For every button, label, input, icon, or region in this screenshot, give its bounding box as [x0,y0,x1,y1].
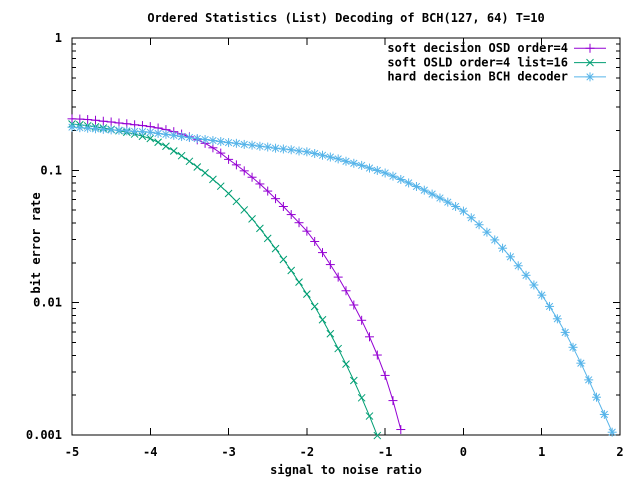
x-tick-label: 1 [538,445,545,459]
x-axis-label: signal to noise ratio [270,463,422,477]
y-tick-label: 0.001 [26,428,62,442]
legend-label-bch: hard decision BCH decoder [387,70,568,84]
x-tick-label: 2 [616,445,623,459]
data-series [67,114,617,440]
y-tick-label: 0.1 [40,163,62,177]
chart-title: Ordered Statistics (List) Decoding of BC… [147,11,544,25]
x-tick-label: -4 [143,445,157,459]
x-tick-label: -1 [378,445,392,459]
y-tick-label: 0.01 [33,296,62,310]
axes-and-ticks: -5 -4 -3 -2 -1 0 1 2 1 0.1 0.01 0.001 [26,31,624,459]
legend: soft decision OSD order=4 soft OSLD orde… [387,41,606,84]
x-tick-label: 0 [460,445,467,459]
legend-label-osd: soft decision OSD order=4 [387,41,568,55]
series-2 [67,122,617,437]
series-0 [67,114,406,435]
legend-line-samples [574,43,606,82]
y-axis-label: bit error rate [29,192,43,293]
x-tick-label: -3 [221,445,235,459]
x-tick-label: -2 [300,445,314,459]
legend-label-osld: soft OSLD order=4 list=16 [387,55,568,69]
series-1 [68,120,382,440]
x-tick-label: -5 [65,445,79,459]
y-tick-label: 1 [55,31,62,45]
